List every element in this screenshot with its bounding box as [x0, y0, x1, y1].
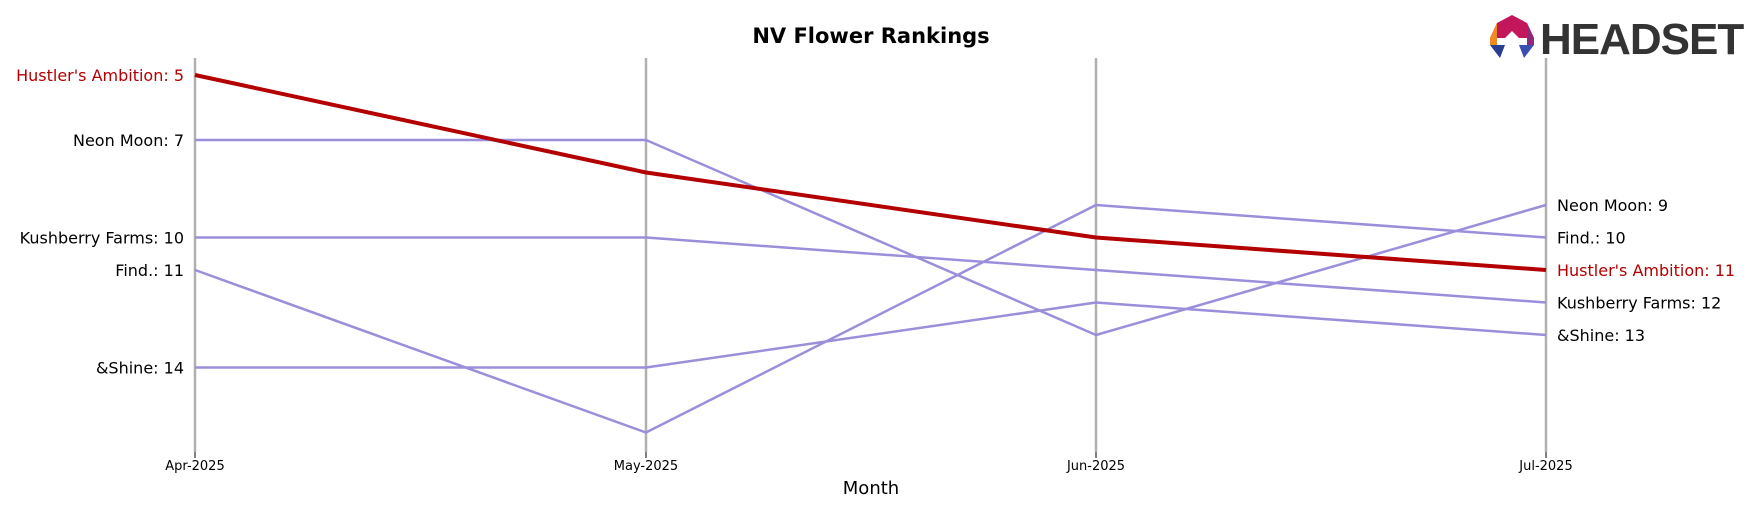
x-tick-labels: Apr-2025 May-2025 Jun-2025 Jul-2025 — [165, 459, 1572, 474]
end-label: Find.: 10 — [1557, 229, 1626, 248]
x-axis-label: Month — [843, 478, 899, 499]
start-labels: Hustler's Ambition: 5 Neon Moon: 7 Kushber… — [16, 66, 184, 378]
start-label: Neon Moon: 7 — [73, 131, 184, 150]
x-tick-label: Jul-2025 — [1518, 459, 1572, 474]
series-lines — [194, 73, 1547, 434]
x-tick-label: May-2025 — [614, 459, 678, 474]
start-label: Kushberry Farms: 10 — [20, 229, 184, 248]
x-tick-label: Jun-2025 — [1066, 459, 1125, 474]
vertical-gridlines — [193, 58, 1548, 458]
x-tick-label: Apr-2025 — [165, 459, 224, 474]
end-label: Hustler's Ambition: 11 — [1557, 261, 1735, 280]
headset-logo: HEADSET — [1490, 15, 1745, 64]
headset-logo-icon — [1490, 15, 1534, 58]
start-label: Hustler's Ambition: 5 — [16, 66, 184, 85]
end-labels: Neon Moon: 9 Find.: 10 Hustler's Ambition:… — [1557, 196, 1735, 345]
series-line-neon-moon — [195, 138, 1547, 337]
series-line-find — [194, 203, 1547, 434]
start-label: Find.: 11 — [115, 261, 184, 280]
series-line-hustler-s-ambition — [194, 73, 1547, 272]
start-label: &Shine: 14 — [96, 359, 184, 378]
end-label: Neon Moon: 9 — [1557, 196, 1668, 215]
end-label: Kushberry Farms: 12 — [1557, 294, 1721, 313]
end-label: &Shine: 13 — [1557, 326, 1645, 345]
chart-title: NV Flower Rankings — [752, 24, 989, 48]
headset-logo-text: HEADSET — [1540, 15, 1744, 64]
series-line-kushberry-farms — [195, 236, 1547, 304]
series-line-shine — [195, 301, 1547, 369]
